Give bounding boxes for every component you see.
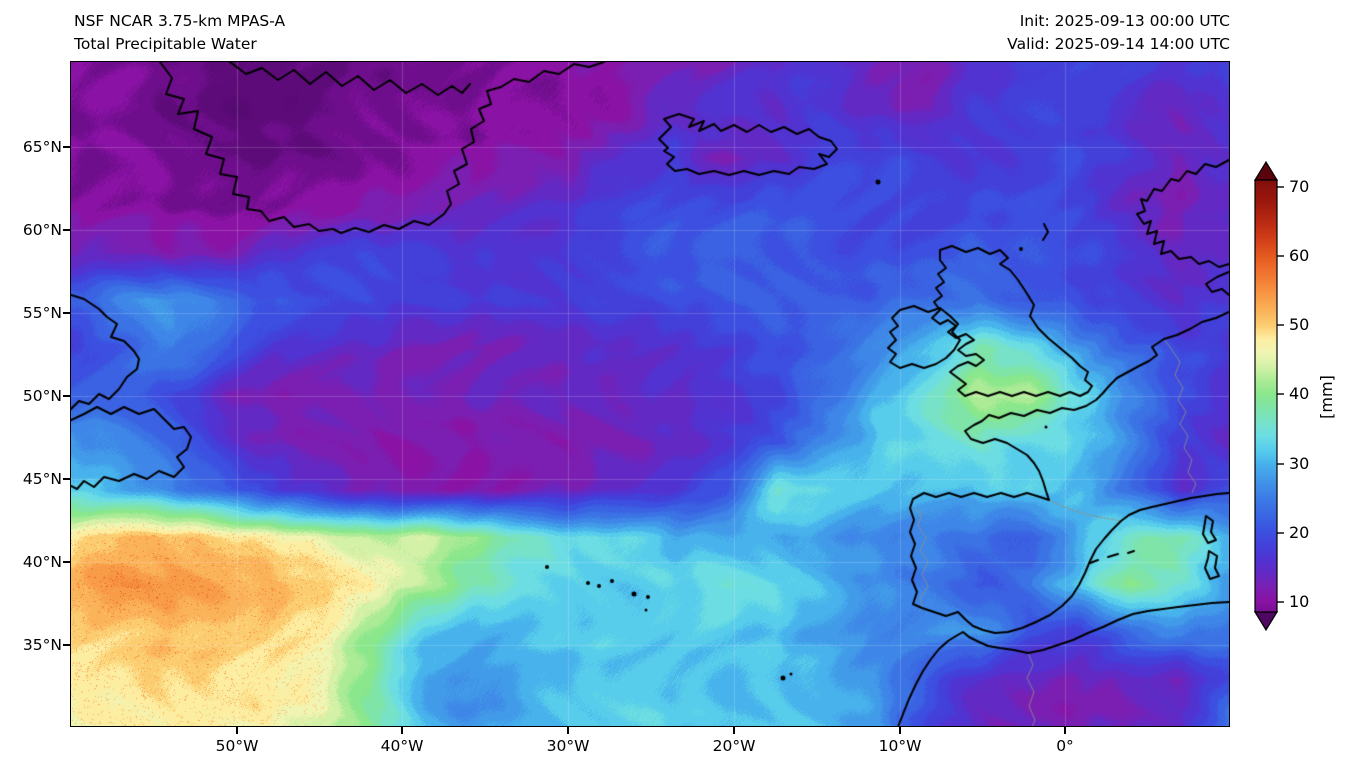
map-canvas bbox=[71, 62, 1229, 726]
init-time-label: Init: 2025-09-13 00:00 UTC bbox=[1019, 12, 1230, 30]
lon-axis-tick bbox=[235, 727, 238, 734]
lat-tick-label: 65°N bbox=[22, 138, 62, 156]
lat-axis-tick bbox=[63, 644, 70, 647]
lat-axis-tick bbox=[63, 311, 70, 314]
lat-tick-label: 40°N bbox=[22, 553, 62, 571]
colorbar-extend-under-arrow bbox=[1253, 611, 1279, 632]
lon-axis-tick bbox=[732, 727, 735, 734]
lon-tick-label: 10°W bbox=[878, 737, 922, 755]
lon-tick-label: 20°W bbox=[712, 737, 756, 755]
lon-tick-label: 40°W bbox=[380, 737, 424, 755]
lon-axis-tick bbox=[401, 727, 404, 734]
lon-tick-label: 0° bbox=[1056, 737, 1074, 755]
variable-title: Total Precipitable Water bbox=[74, 35, 257, 53]
lon-axis-tick bbox=[567, 727, 570, 734]
lat-axis-tick bbox=[63, 478, 70, 481]
lon-axis-tick bbox=[1064, 727, 1067, 734]
colorbar-unit-label: [mm] bbox=[1317, 375, 1336, 419]
colorbar bbox=[1253, 160, 1284, 632]
lat-tick-label: 60°N bbox=[22, 221, 62, 239]
colorbar-tick-label: 50 bbox=[1289, 315, 1310, 334]
model-title: NSF NCAR 3.75-km MPAS-A bbox=[74, 12, 286, 30]
colorbar-tick-label: 10 bbox=[1289, 592, 1310, 611]
lat-axis-tick bbox=[63, 228, 70, 231]
colorbar-extend-over-arrow bbox=[1253, 160, 1279, 181]
lon-axis-tick bbox=[898, 727, 901, 734]
lon-tick-label: 30°W bbox=[546, 737, 590, 755]
lat-axis-tick bbox=[63, 145, 70, 148]
colorbar-gradient bbox=[1254, 179, 1278, 613]
lat-tick-label: 45°N bbox=[22, 470, 62, 488]
lat-tick-label: 55°N bbox=[22, 304, 62, 322]
lon-tick-label: 50°W bbox=[215, 737, 259, 755]
colorbar-tick-marks bbox=[1277, 186, 1284, 603]
lat-tick-label: 50°N bbox=[22, 387, 62, 405]
colorbar-tick-label: 30 bbox=[1289, 454, 1310, 473]
colorbar-tick-label: 60 bbox=[1289, 246, 1310, 265]
colorbar-tick-label: 70 bbox=[1289, 177, 1310, 196]
colorbar-tick-label: 20 bbox=[1289, 523, 1310, 542]
lat-axis-tick bbox=[63, 395, 70, 398]
colorbar-tick-label: 40 bbox=[1289, 384, 1310, 403]
lat-axis-tick bbox=[63, 561, 70, 564]
valid-time-label: Valid: 2025-09-14 14:00 UTC bbox=[1007, 35, 1230, 53]
lat-tick-label: 35°N bbox=[22, 636, 62, 654]
